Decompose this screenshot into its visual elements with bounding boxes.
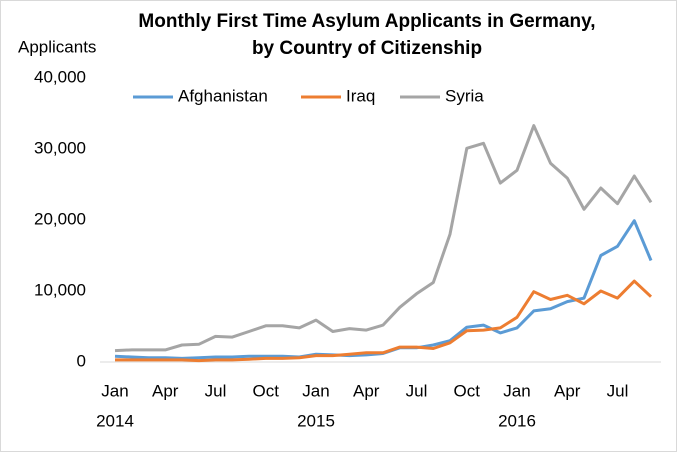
- x-tick-label: Oct: [253, 381, 280, 400]
- x-year-label: 2016: [498, 411, 536, 430]
- x-tick-label: Apr: [554, 381, 581, 400]
- x-tick-label: Oct: [454, 381, 481, 400]
- chart-title: Monthly First Time Asylum Applicants in …: [138, 11, 595, 32]
- x-year-label: 2014: [96, 411, 134, 430]
- x-tick-label: Jul: [205, 381, 227, 400]
- x-tick-label: Jan: [503, 381, 530, 400]
- x-year-label: 2015: [297, 411, 335, 430]
- y-axis-label: Applicants: [18, 37, 96, 56]
- x-tick-label: Apr: [152, 381, 179, 400]
- x-tick-label: Apr: [353, 381, 380, 400]
- series-line: [115, 279, 653, 363]
- legend-label: Syria: [445, 86, 484, 105]
- y-tick-label: 20,000: [34, 209, 86, 228]
- y-tick-label: 40,000: [34, 67, 86, 86]
- chart-title: by Country of Citizenship: [252, 38, 482, 59]
- legend-label: Afghanistan: [178, 86, 268, 105]
- x-tick-label: Jul: [607, 381, 629, 400]
- y-tick-label: 10,000: [34, 280, 86, 299]
- series-line: [114, 124, 653, 353]
- y-tick-label: 0: [77, 351, 86, 370]
- x-tick-label: Jul: [406, 381, 428, 400]
- x-tick-label: Jan: [101, 381, 128, 400]
- x-tick-label: Jan: [302, 381, 329, 400]
- legend-label: Iraq: [346, 86, 375, 105]
- y-tick-label: 30,000: [34, 138, 86, 157]
